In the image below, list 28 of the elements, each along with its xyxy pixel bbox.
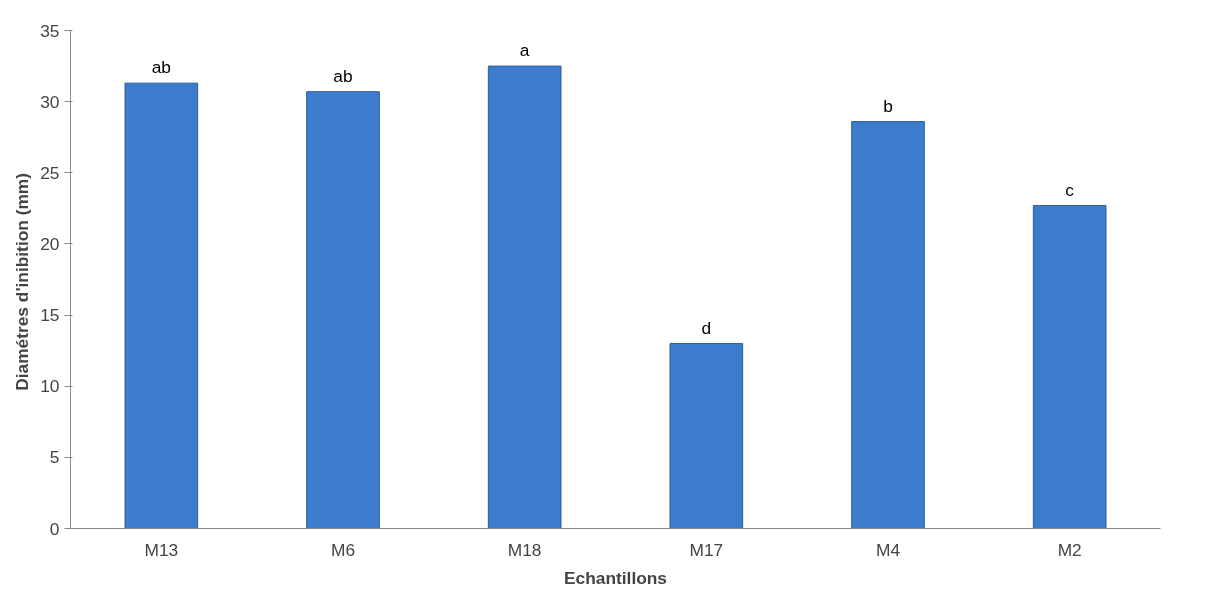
- annotation: ab: [151, 57, 171, 78]
- x-tick-label: M4: [875, 539, 901, 560]
- y-tick-label: 25: [40, 162, 60, 183]
- x-tick-label: M13: [144, 539, 179, 560]
- annotation: ab: [333, 65, 353, 86]
- y-tick-label: 30: [40, 91, 60, 112]
- y-tick-label: 20: [40, 233, 60, 254]
- annotation: d: [701, 317, 712, 338]
- bar: [306, 91, 380, 529]
- y-tick-label: 35: [40, 20, 60, 41]
- y-tick-label: 0: [49, 518, 60, 539]
- y-axis-title: Diamétres d'inibition (mm): [12, 172, 33, 391]
- x-tick-label: M18: [507, 539, 542, 560]
- annotation: b: [883, 95, 893, 116]
- bar: [851, 121, 925, 529]
- y-tick-label: 5: [49, 447, 60, 468]
- bar: [1032, 205, 1107, 529]
- annotation: c: [1065, 179, 1075, 200]
- bar: [669, 343, 744, 529]
- annotation: a: [519, 40, 530, 61]
- bar: [487, 65, 562, 529]
- x-tick-label: M6: [330, 539, 356, 560]
- y-tick-label: 15: [40, 305, 60, 326]
- x-tick-label: M17: [689, 539, 724, 560]
- bar: [124, 82, 199, 529]
- x-axis-title: Echantillons: [563, 567, 668, 588]
- x-tick-label: M2: [1057, 539, 1082, 560]
- y-tick-label: 10: [40, 376, 60, 397]
